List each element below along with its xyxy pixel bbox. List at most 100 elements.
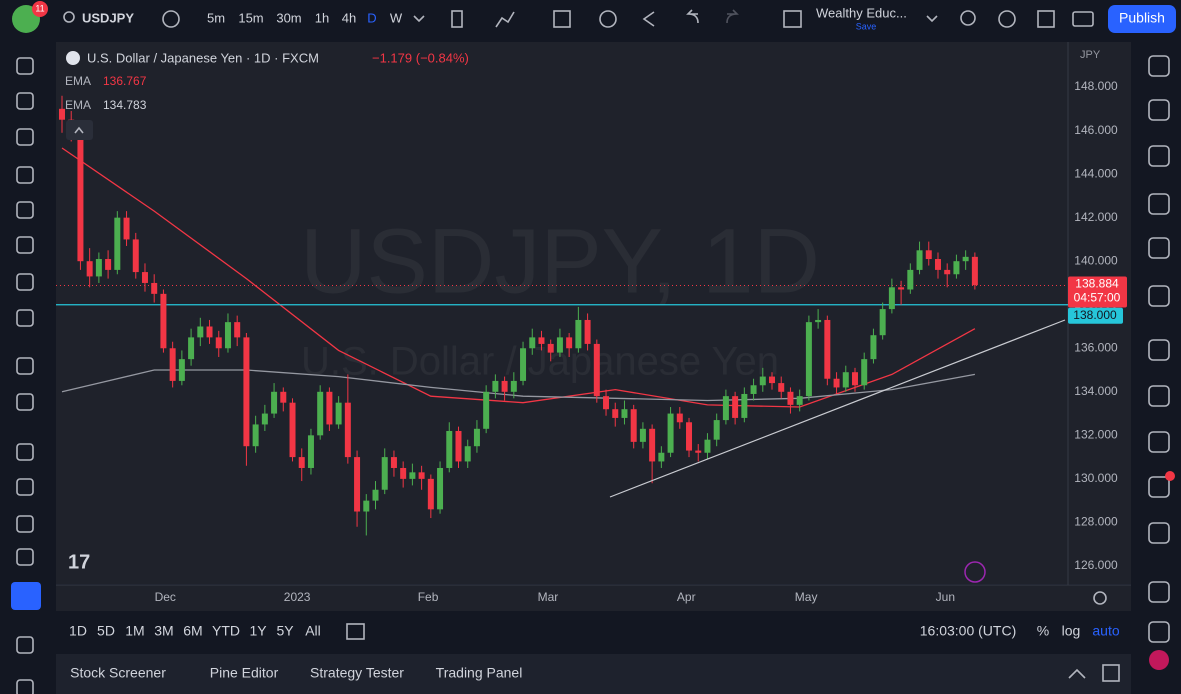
range[interactable]: 3M: [154, 623, 173, 639]
candle-body: [888, 287, 895, 310]
tool-icon[interactable]: [16, 128, 34, 146]
assistant[interactable]: [1149, 650, 1169, 670]
range[interactable]: 5D: [97, 623, 115, 639]
layout-box[interactable]: [783, 10, 802, 28]
tool-icon[interactable]: [16, 393, 34, 411]
candle-body: [141, 272, 148, 283]
widget-icon[interactable]: [1148, 55, 1170, 77]
widget-icon[interactable]: [1148, 145, 1170, 167]
trend-line[interactable]: [609, 319, 1066, 498]
layout-menu[interactable]: [926, 15, 938, 23]
fullscreen[interactable]: [1037, 10, 1055, 28]
tool-icon[interactable]: [16, 309, 34, 327]
settings[interactable]: [998, 10, 1016, 28]
quick-search[interactable]: [960, 10, 976, 26]
tool-icon[interactable]: [16, 515, 34, 533]
widget-icon[interactable]: [1148, 476, 1170, 498]
percent-toggle[interactable]: %: [1037, 623, 1049, 639]
tool-icon[interactable]: [16, 636, 34, 654]
widget-icon[interactable]: [1148, 385, 1170, 407]
candle-body: [492, 380, 499, 392]
candle-body: [916, 250, 923, 270]
candle-body: [169, 348, 176, 381]
candle-body: [381, 457, 388, 490]
range-bar: [56, 614, 1131, 650]
indicators[interactable]: [495, 11, 515, 28]
widget-icon[interactable]: [1148, 193, 1170, 215]
x-tick-label: Jun: [936, 590, 955, 604]
collapse-panel[interactable]: [1068, 668, 1086, 679]
intervals: 5m 15m 30m 1h 4h D W: [207, 10, 425, 25]
widget-icon[interactable]: [1148, 431, 1170, 453]
candle-body: [962, 256, 969, 262]
ranges: 1D 5D 1M 3M 6M YTD 1Y 5Y All: [69, 623, 321, 639]
tool-icon[interactable]: [16, 273, 34, 291]
events[interactable]: [964, 561, 986, 583]
tool-icon[interactable]: [16, 443, 34, 461]
y-tick-label: 132.000: [1074, 428, 1118, 442]
range[interactable]: 6M: [183, 623, 202, 639]
log-toggle[interactable]: log: [1062, 623, 1081, 639]
range[interactable]: YTD: [212, 623, 240, 639]
range[interactable]: All: [305, 623, 321, 639]
tool-icon[interactable]: [16, 478, 34, 496]
candle-body: [77, 130, 84, 262]
date-range[interactable]: [346, 623, 365, 640]
interval[interactable]: 30m: [276, 10, 301, 25]
redo[interactable]: [726, 9, 739, 24]
interval[interactable]: D: [367, 10, 376, 25]
range[interactable]: 1D: [69, 623, 87, 639]
candle-body: [686, 422, 693, 451]
range[interactable]: 1M: [125, 623, 144, 639]
symbol[interactable]: USDJPY: [82, 10, 134, 25]
undo[interactable]: [686, 9, 699, 24]
widget-icon[interactable]: [1148, 99, 1170, 121]
maximize-panel[interactable]: [1102, 664, 1120, 682]
tool-icon[interactable]: [16, 548, 34, 566]
layout-name[interactable]: Wealthy Educ...: [816, 5, 907, 20]
widget-icon[interactable]: [1148, 237, 1170, 259]
tool-icon[interactable]: [16, 679, 34, 694]
lock-tool-active[interactable]: [11, 582, 41, 610]
footer-tab[interactable]: Strategy Tester: [310, 665, 404, 681]
compare-button[interactable]: [162, 10, 180, 28]
interval[interactable]: 1h: [315, 10, 329, 25]
clock[interactable]: 16:03:00 (UTC): [920, 623, 1016, 639]
bars-style[interactable]: [451, 10, 463, 28]
widget-icon[interactable]: [1148, 581, 1170, 603]
tool-icon[interactable]: [16, 57, 34, 75]
layouts[interactable]: [553, 10, 571, 28]
tool-icon[interactable]: [16, 357, 34, 375]
tool-icon[interactable]: [16, 201, 34, 219]
interval[interactable]: W: [390, 10, 403, 25]
interval[interactable]: 5m: [207, 10, 225, 25]
candle-body: [455, 430, 462, 462]
tool-icon[interactable]: [16, 166, 34, 184]
range[interactable]: 5Y: [276, 623, 294, 639]
footer-tab[interactable]: Pine Editor: [210, 665, 279, 681]
collapse-legend[interactable]: [66, 120, 93, 140]
currency[interactable]: JPY: [1080, 49, 1101, 61]
tool-icon[interactable]: [16, 92, 34, 110]
footer-tab[interactable]: Trading Panel: [436, 665, 523, 681]
footer-tab[interactable]: Stock Screener: [70, 665, 166, 681]
range[interactable]: 1Y: [249, 623, 267, 639]
snapshot[interactable]: [1072, 11, 1094, 27]
replay[interactable]: [642, 11, 655, 27]
widget-icon[interactable]: [1148, 285, 1170, 307]
interval[interactable]: 15m: [238, 10, 263, 25]
auto-toggle[interactable]: auto: [1092, 623, 1119, 639]
widget-icon[interactable]: [1148, 522, 1170, 544]
save-label[interactable]: Save: [856, 21, 877, 31]
interval[interactable]: 4h: [342, 10, 356, 25]
publish-button[interactable]: [1108, 5, 1176, 33]
tool-icon[interactable]: [16, 236, 34, 254]
y-tick-label: 136.000: [1074, 340, 1118, 354]
axis-settings[interactable]: [1093, 591, 1107, 605]
publish-label[interactable]: Publish: [1119, 10, 1165, 26]
search-icon[interactable]: [63, 11, 75, 23]
widget-icon[interactable]: [1148, 621, 1170, 643]
widget-icon[interactable]: [1148, 339, 1170, 361]
alert[interactable]: [599, 10, 617, 28]
interval-menu[interactable]: [413, 15, 425, 23]
